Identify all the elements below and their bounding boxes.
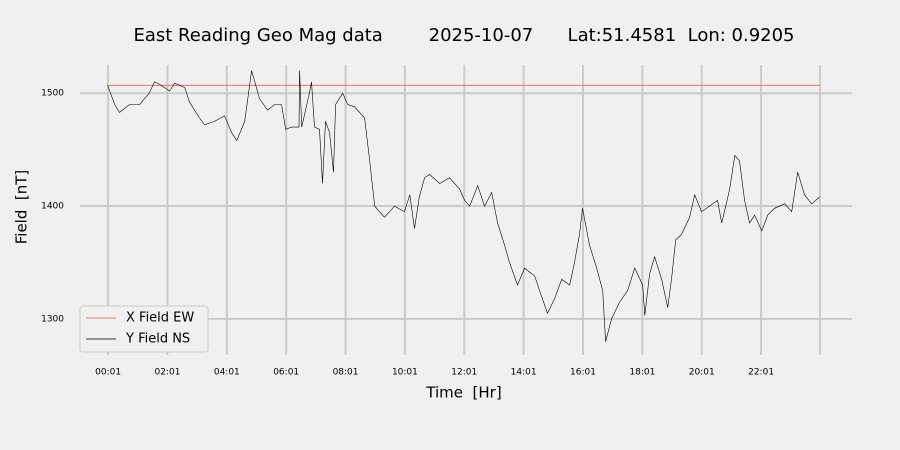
x-tick-label: 20:01 [689, 368, 715, 378]
x-tick-label: 06:01 [273, 368, 299, 378]
legend-label: X Field EW [126, 311, 194, 326]
y-tick-label: 1500 [41, 89, 64, 99]
x-tick-label: 00:01 [95, 368, 121, 378]
x-tick-label: 02:01 [154, 368, 180, 378]
legend-box [79, 305, 209, 353]
x-tick-label: 08:01 [333, 368, 359, 378]
y-tick-label: 1400 [41, 202, 64, 212]
y-tick-label: 1300 [41, 314, 64, 324]
legend: X Field EW Y Field NS [79, 305, 209, 353]
y-axis-label: Field [nT] [13, 170, 31, 245]
x-tick-label: 14:01 [511, 368, 537, 378]
x-tick-label: 12:01 [451, 368, 477, 378]
data-line [107, 70, 820, 342]
legend-label: Y Field NS [125, 332, 190, 347]
x-tick-label: 18:01 [629, 368, 655, 378]
chart-title: East Reading Geo Mag data 2025-10-07 Lat… [133, 25, 794, 46]
x-tick-label: 16:01 [570, 368, 596, 378]
x-tick-label: 10:01 [392, 368, 418, 378]
x-tick-label: 22:01 [748, 368, 774, 378]
x-tick-label: 04:01 [214, 368, 240, 378]
x-axis-label: Time [Hr] [425, 384, 501, 402]
